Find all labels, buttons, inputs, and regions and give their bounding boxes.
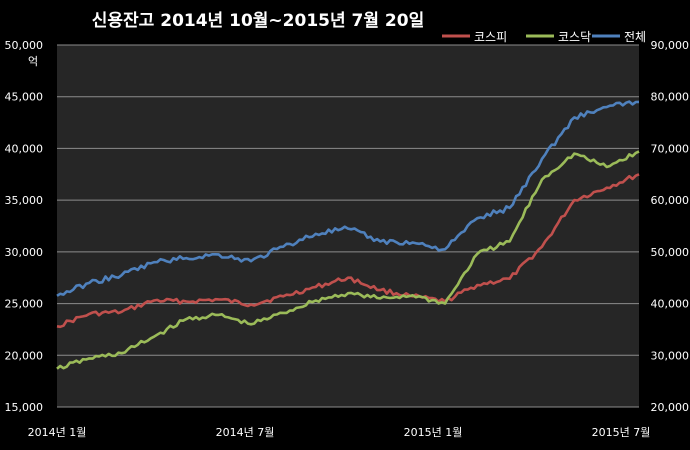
y-left-tick-labels: 15,000 20,000 25,000 30,000 35,000 40,000 45,0…: [5, 39, 44, 414]
legend-label: 코스닥: [558, 30, 591, 44]
y-right-tick-label: 50,000: [651, 246, 690, 259]
y-right-tick-label: 40,000: [651, 298, 690, 311]
y-unit-label: 억: [28, 55, 38, 68]
y-right-tick-labels: 20,000 30,000 40,000 50,000 60,000 70,000 80,0…: [651, 39, 690, 414]
x-tick-label: 2014년 7월: [216, 426, 275, 439]
series-lines: [56, 100, 640, 370]
y-left-tick-label: 40,000: [5, 142, 44, 155]
x-tick-labels: 2014년 1월 2014년 7월 2015년 1월 2015년 7월: [28, 426, 651, 439]
series-line-3: [56, 100, 640, 297]
y-right-tick-label: 80,000: [651, 91, 690, 104]
y-left-tick-label: 30,000: [5, 246, 44, 259]
y-left-tick-label: 20,000: [5, 349, 44, 362]
y-right-tick-label: 60,000: [651, 194, 690, 207]
x-tick-label: 2014년 1월: [28, 426, 87, 439]
y-right-tick-label: 30,000: [651, 349, 690, 362]
y-right-tick-label: 90,000: [651, 39, 690, 52]
y-left-tick-label: 25,000: [5, 298, 44, 311]
y-right-tick-label: 20,000: [651, 401, 690, 414]
y-left-tick-label: 45,000: [5, 91, 44, 104]
y-left-tick-label: 50,000: [5, 39, 44, 52]
legend: 코스피 코스닥 전체: [442, 30, 646, 44]
x-tick-label: 2015년 7월: [592, 426, 651, 439]
series-line-2: [56, 150, 640, 370]
y-right-tick-label: 70,000: [651, 142, 690, 155]
legend-label: 전체: [624, 30, 646, 44]
y-left-tick-label: 15,000: [5, 401, 44, 414]
gridlines: [57, 44, 639, 408]
plot-area: [57, 45, 639, 407]
x-tick-label: 2015년 1월: [404, 426, 463, 439]
series-line-1: [56, 173, 640, 329]
legend-label: 코스피: [474, 30, 507, 44]
chart-title: 신용잔고 2014년 10월~2015년 7월 20일: [92, 11, 424, 31]
y-left-tick-label: 35,000: [5, 194, 44, 207]
